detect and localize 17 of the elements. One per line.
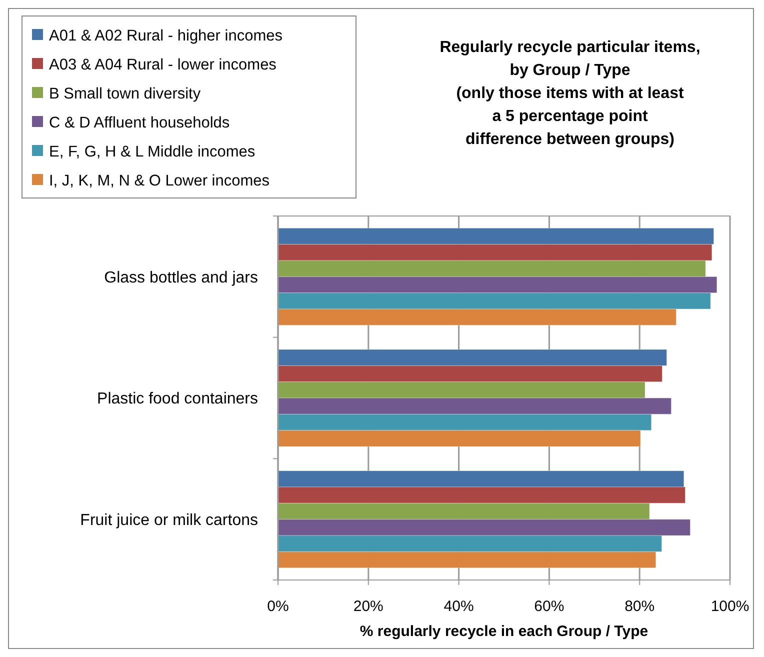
legend-label: C & D Affluent households <box>49 114 230 132</box>
x-tick-label: 60% <box>534 598 564 615</box>
x-axis-title: % regularly recycle in each Group / Type <box>360 623 648 640</box>
legend-label: I, J, K, M, N & O Lower incomes <box>49 172 270 190</box>
legend-label: B Small town diversity <box>49 85 201 102</box>
legend-label: A03 & A04 Rural - lower incomes <box>49 56 277 74</box>
y-tick-label: Glass bottles and jars <box>104 269 258 286</box>
x-tick-label: 0% <box>267 598 289 615</box>
legend-label: A01 & A02 Rural - higher incomes <box>49 27 283 44</box>
x-tick-label: 20% <box>353 598 384 615</box>
x-tick-label: 100% <box>710 598 750 615</box>
chart-title: Regularly recycle particular items, by Group / Type (only those items with at least a 5 percentage point difference between groups) <box>440 39 700 148</box>
y-tick-label: Plastic food containers <box>97 390 258 408</box>
y-tick-label: Fruit juice or milk cartons <box>80 512 258 529</box>
legend-label: E, F, G, H & L Middle incomes <box>49 143 256 160</box>
x-tick-label: 40% <box>444 598 474 615</box>
x-tick-label: 80% <box>624 598 655 615</box>
